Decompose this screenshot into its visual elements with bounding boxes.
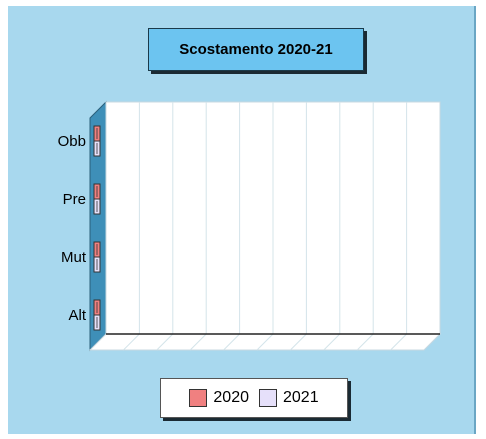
category-label: Pre — [63, 191, 86, 208]
floor-gridline — [256, 333, 274, 351]
legend-entry-2021: 2021 — [259, 389, 319, 407]
floor-gridline — [156, 333, 174, 351]
legend-label-2021: 2021 — [283, 389, 319, 406]
category-label: Mut — [61, 249, 87, 266]
floor-gridline — [123, 333, 140, 351]
category-label: Alt — [68, 307, 86, 324]
chart-title: Scostamento 2020-21 — [148, 28, 364, 71]
floor-gridline — [290, 333, 307, 351]
legend-swatch-2021 — [259, 389, 277, 407]
category-label: Obb — [58, 133, 86, 150]
legend-swatch-2020 — [189, 389, 208, 407]
floor-gridline — [223, 333, 240, 351]
floor-gridline — [390, 333, 407, 351]
floor-gridline — [356, 333, 374, 351]
floor-gridline — [323, 333, 341, 351]
chart-legend: 2020 2021 — [160, 378, 348, 418]
legend-label-2020: 2020 — [213, 389, 249, 406]
legend-entry-2020: 2020 — [189, 389, 249, 407]
floor-gridline — [189, 333, 207, 351]
chart-title-text: Scostamento 2020-21 — [179, 41, 333, 58]
